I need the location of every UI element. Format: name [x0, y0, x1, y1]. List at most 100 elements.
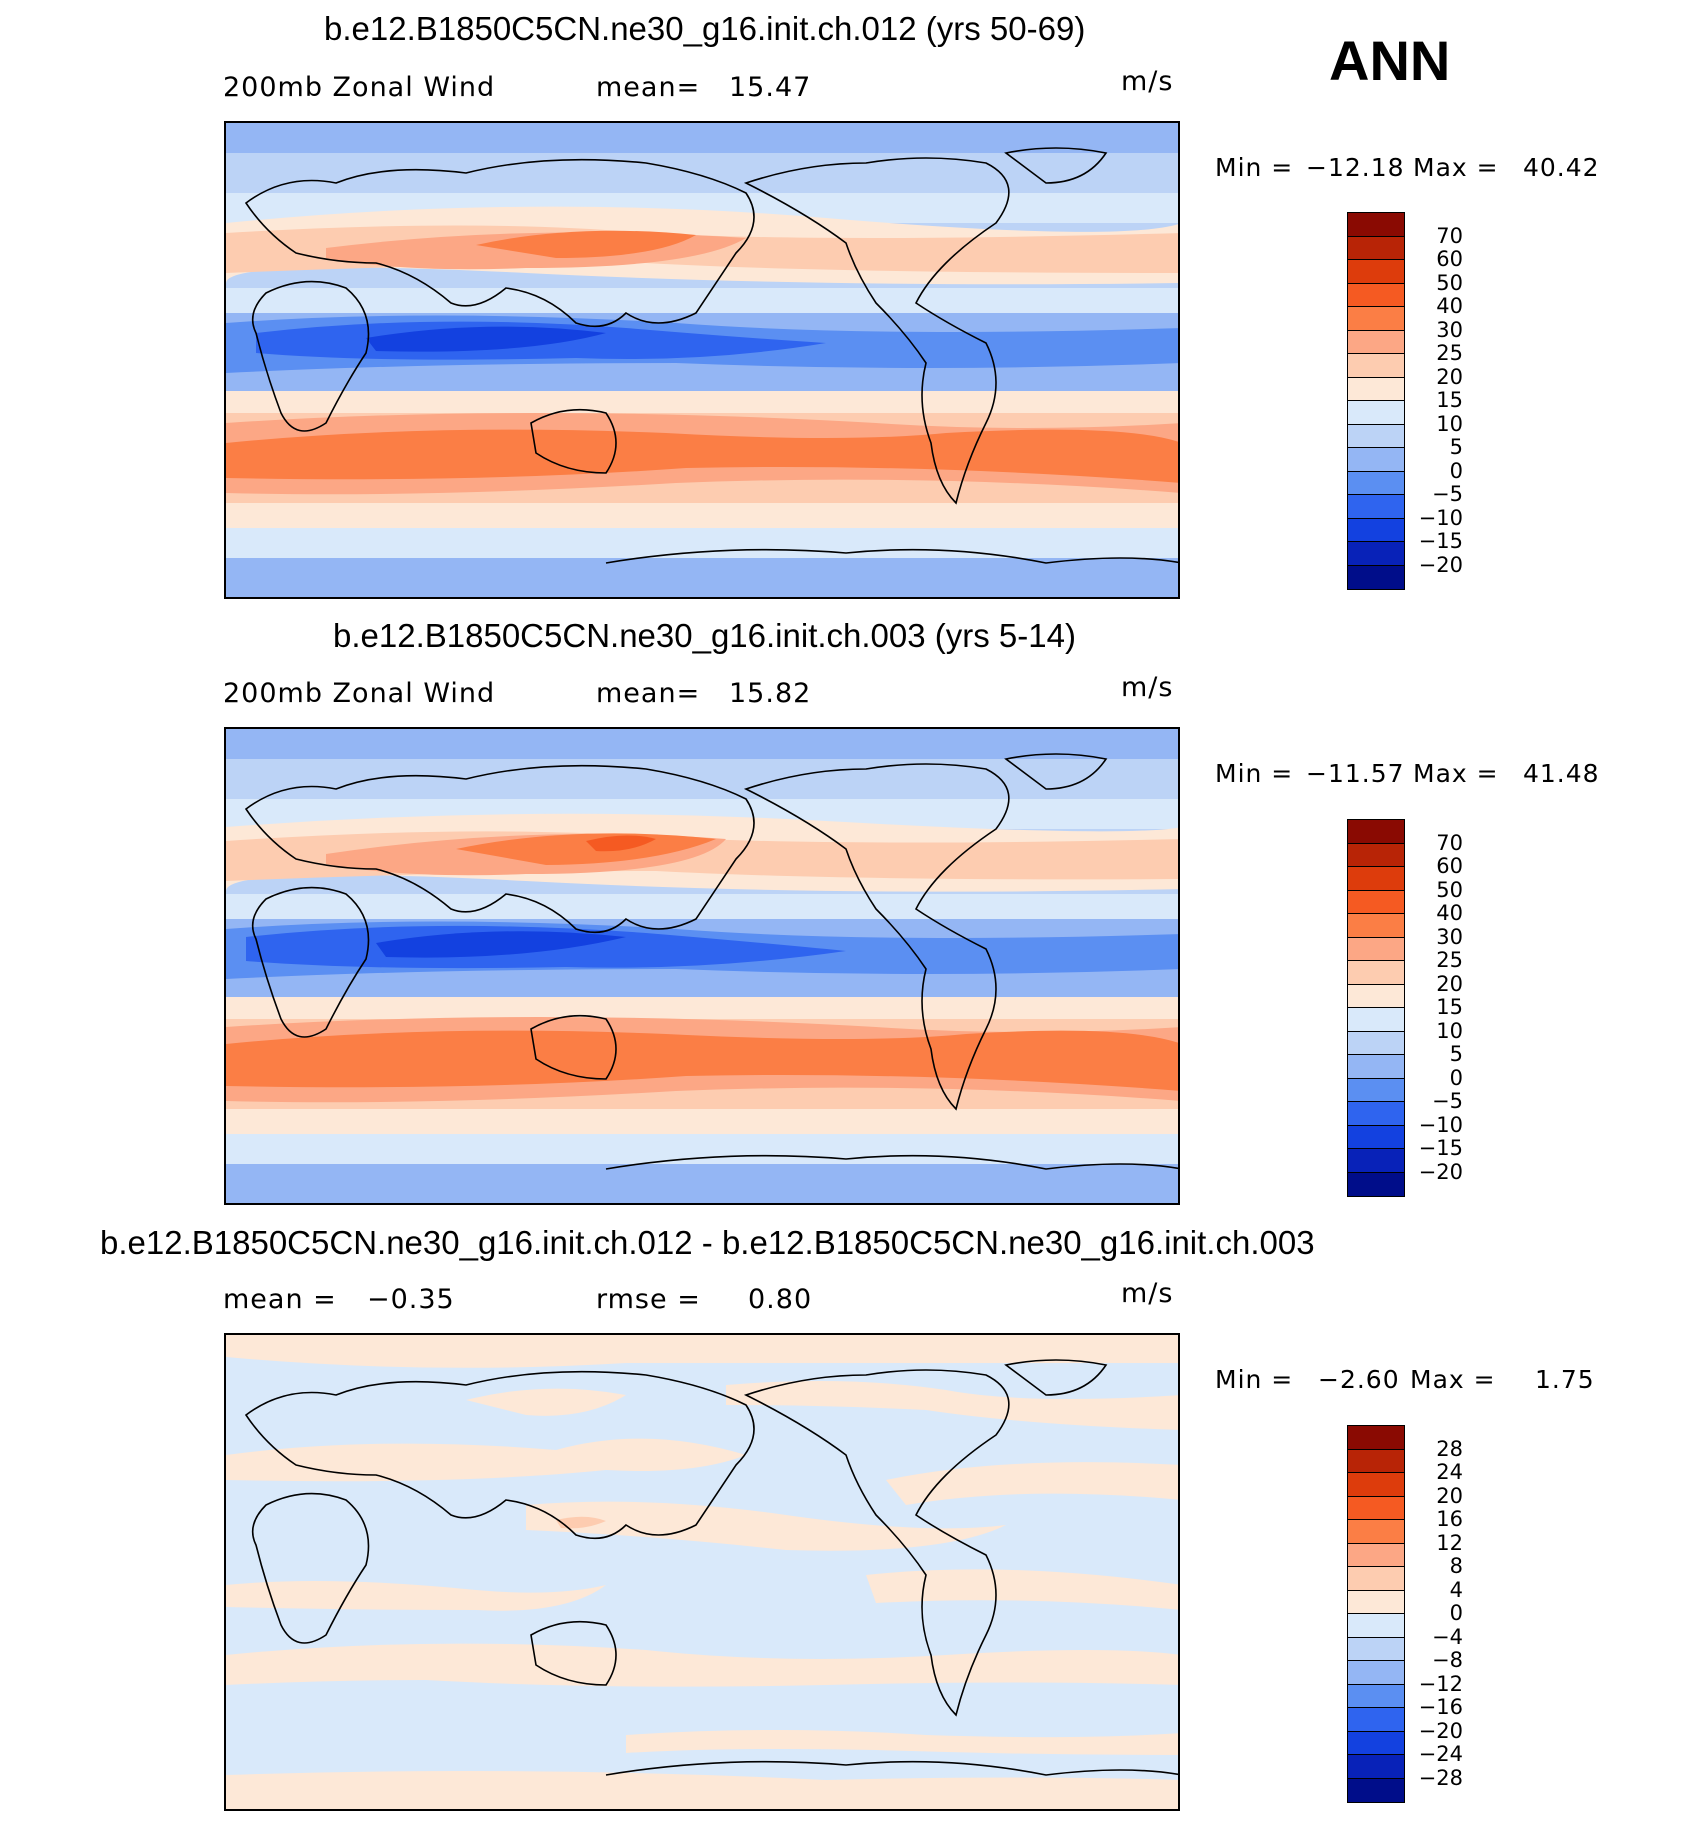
colorbar-swatch [1348, 236, 1404, 260]
colorbar-level-label: 15 [1436, 388, 1463, 412]
colorbar-level-label: −8 [1432, 1648, 1463, 1672]
colorbar-swatch [1348, 820, 1404, 844]
colorbar-swatch [1348, 1778, 1404, 1802]
panel-1-min-value: −12.18 [1306, 153, 1405, 182]
panel-1-mean-value: 15.47 [729, 72, 812, 103]
colorbar-swatch [1348, 1031, 1404, 1055]
panel-3-rmse-label: rmse = [596, 1284, 701, 1315]
colorbar-level-label: 40 [1436, 901, 1463, 925]
panel-1-title: b.e12.B1850C5CN.ne30_g16.init.ch.012 (yr… [324, 10, 1086, 47]
panel-3-map [224, 1333, 1180, 1811]
colorbar-level-label: −16 [1418, 1695, 1463, 1719]
panel-1-variable-label: 200mb Zonal Wind [223, 72, 496, 103]
colorbar-level-label: −20 [1418, 552, 1463, 577]
panel-2-max-label: Max = [1413, 759, 1499, 788]
colorbar-swatch [1348, 1449, 1404, 1473]
colorbar-level-label: 0 [1449, 1601, 1463, 1625]
colorbar-swatch [1348, 914, 1404, 938]
colorbar-level-label: 28 [1436, 1436, 1463, 1461]
colorbar-level-label: 70 [1436, 830, 1463, 855]
panel-3-min-value: −2.60 [1318, 1365, 1400, 1394]
panel-1-min-label: Min = [1215, 153, 1294, 182]
colorbar-swatch [1348, 1055, 1404, 1079]
colorbar-level-label: −10 [1418, 505, 1463, 530]
panel-3-max-label: Max = [1410, 1365, 1496, 1394]
panel-3-contour-field [226, 1335, 1178, 1809]
colorbar-swatch [1348, 448, 1404, 472]
panel-3-title: b.e12.B1850C5CN.ne30_g16.init.ch.012 - b… [100, 1224, 1315, 1261]
colorbar-level-label: −20 [1418, 1159, 1463, 1184]
colorbar-level-label: 25 [1436, 341, 1463, 365]
colorbar-swatch [1348, 354, 1404, 378]
colorbar-swatch [1348, 565, 1404, 589]
colorbar-level-label: 8 [1449, 1554, 1463, 1578]
colorbar-swatch [1348, 542, 1404, 566]
panel-3-units: m/s [1121, 1278, 1174, 1309]
panel-2-contour-field [226, 729, 1178, 1203]
colorbar-swatch [1348, 961, 1404, 985]
colorbar-swatch [1348, 1684, 1404, 1708]
colorbar-level-label: −28 [1418, 1765, 1463, 1790]
colorbar-swatch [1348, 1102, 1404, 1126]
colorbar-swatch [1348, 424, 1404, 448]
colorbar-level-label: 20 [1436, 971, 1463, 996]
colorbar-level-label: 60 [1436, 247, 1463, 271]
colorbar-level-label: 0 [1449, 1065, 1463, 1090]
colorbar-level-label: −10 [1418, 1112, 1463, 1137]
panel-3-mean-value: −0.35 [367, 1284, 455, 1315]
panel-3-min-label: Min = [1215, 1365, 1294, 1394]
colorbar-swatch [1348, 213, 1404, 237]
colorbar-level-label: 10 [1436, 1018, 1463, 1043]
colorbar-swatch [1348, 1637, 1404, 1661]
season-label: ANN [1329, 29, 1451, 92]
colorbar-level-label: 24 [1436, 1460, 1463, 1484]
colorbar-level-label: 15 [1436, 995, 1463, 1019]
colorbar-level-label: 30 [1436, 924, 1463, 949]
colorbar-level-label: 4 [1449, 1577, 1463, 1602]
colorbar-level-label: 16 [1436, 1507, 1463, 1531]
panel-1-contour-field [226, 123, 1178, 597]
colorbar-swatch [1348, 1078, 1404, 1102]
colorbar-level-label: 5 [1449, 435, 1463, 459]
colorbar-swatch [1348, 1008, 1404, 1032]
colorbar-swatch [1348, 890, 1404, 914]
colorbar-swatch [1348, 307, 1404, 331]
colorbar-swatch [1348, 1661, 1404, 1685]
panel-1-colorbar [1347, 212, 1405, 590]
colorbar-level-label: −5 [1432, 482, 1463, 506]
panel-3-rmse-value: 0.80 [748, 1284, 813, 1315]
colorbar-swatch [1348, 937, 1404, 961]
colorbar-swatch [1348, 1473, 1404, 1497]
colorbar-swatch [1348, 495, 1404, 519]
colorbar-level-label: −15 [1418, 529, 1463, 553]
colorbar-level-label: 20 [1436, 1483, 1463, 1508]
panel-2-units: m/s [1121, 672, 1174, 703]
panel-1-map [224, 121, 1180, 599]
colorbar-swatch [1348, 1614, 1404, 1638]
panel-1-max-value: 40.42 [1523, 153, 1600, 182]
colorbar-level-label: −24 [1418, 1742, 1463, 1766]
panel-3-max-value: 1.75 [1535, 1365, 1595, 1394]
colorbar-level-label: 30 [1436, 317, 1463, 342]
colorbar-level-label: −20 [1418, 1718, 1463, 1743]
colorbar-swatch [1348, 518, 1404, 542]
colorbar-level-label: −4 [1432, 1624, 1463, 1649]
colorbar-swatch [1348, 1543, 1404, 1567]
colorbar-level-label: 40 [1436, 294, 1463, 318]
panel-2-mean-label: mean= [596, 678, 701, 709]
colorbar-swatch [1348, 1731, 1404, 1755]
colorbar-swatch [1348, 1590, 1404, 1614]
panel-2-max-value: 41.48 [1523, 759, 1600, 788]
colorbar-swatch [1348, 1755, 1404, 1779]
colorbar-level-label: 50 [1436, 270, 1463, 295]
panel-1-mean-label: mean= [596, 72, 701, 103]
panel-2-mean-value: 15.82 [729, 678, 812, 709]
colorbar-level-label: 10 [1436, 411, 1463, 436]
panel-2-variable-label: 200mb Zonal Wind [223, 678, 496, 709]
colorbar-level-label: 70 [1436, 223, 1463, 248]
panel-2-colorbar [1347, 819, 1405, 1197]
colorbar-swatch [1348, 401, 1404, 425]
colorbar-level-label: 5 [1449, 1042, 1463, 1066]
panel-2-min-value: −11.57 [1306, 759, 1405, 788]
panel-3-mean-label: mean = [223, 1284, 337, 1315]
